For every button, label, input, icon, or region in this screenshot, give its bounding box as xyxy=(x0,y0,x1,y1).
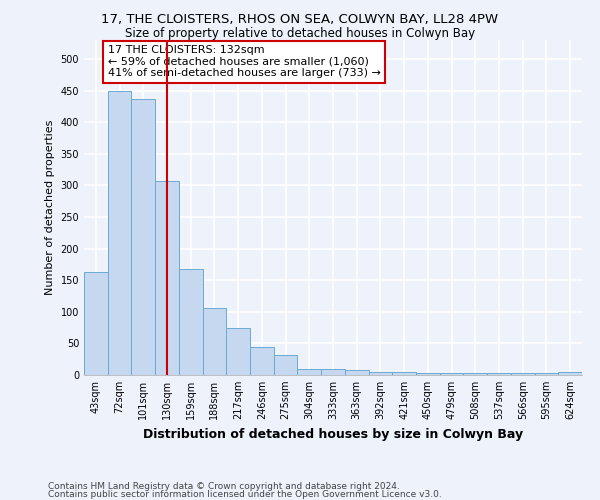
Bar xyxy=(179,270,203,375)
Bar xyxy=(535,373,558,375)
Bar xyxy=(250,346,274,375)
Bar xyxy=(226,328,250,375)
Bar xyxy=(274,355,298,375)
Bar xyxy=(392,372,416,375)
Text: Contains HM Land Registry data © Crown copyright and database right 2024.: Contains HM Land Registry data © Crown c… xyxy=(48,482,400,491)
Text: Contains public sector information licensed under the Open Government Licence v3: Contains public sector information licen… xyxy=(48,490,442,499)
Bar xyxy=(345,370,368,375)
Bar xyxy=(511,373,535,375)
Bar xyxy=(487,373,511,375)
Bar xyxy=(368,372,392,375)
Text: Size of property relative to detached houses in Colwyn Bay: Size of property relative to detached ho… xyxy=(125,28,475,40)
Bar xyxy=(558,372,582,375)
Bar xyxy=(463,373,487,375)
Bar xyxy=(298,368,321,375)
Text: 17, THE CLOISTERS, RHOS ON SEA, COLWYN BAY, LL28 4PW: 17, THE CLOISTERS, RHOS ON SEA, COLWYN B… xyxy=(101,12,499,26)
Bar xyxy=(155,181,179,375)
Y-axis label: Number of detached properties: Number of detached properties xyxy=(45,120,55,295)
Bar xyxy=(108,90,131,375)
Bar xyxy=(84,272,108,375)
Text: 17 THE CLOISTERS: 132sqm
← 59% of detached houses are smaller (1,060)
41% of sem: 17 THE CLOISTERS: 132sqm ← 59% of detach… xyxy=(108,45,380,78)
Bar xyxy=(203,308,226,375)
X-axis label: Distribution of detached houses by size in Colwyn Bay: Distribution of detached houses by size … xyxy=(143,428,523,440)
Bar xyxy=(321,368,345,375)
Bar xyxy=(416,373,440,375)
Bar xyxy=(440,373,463,375)
Bar xyxy=(131,100,155,375)
